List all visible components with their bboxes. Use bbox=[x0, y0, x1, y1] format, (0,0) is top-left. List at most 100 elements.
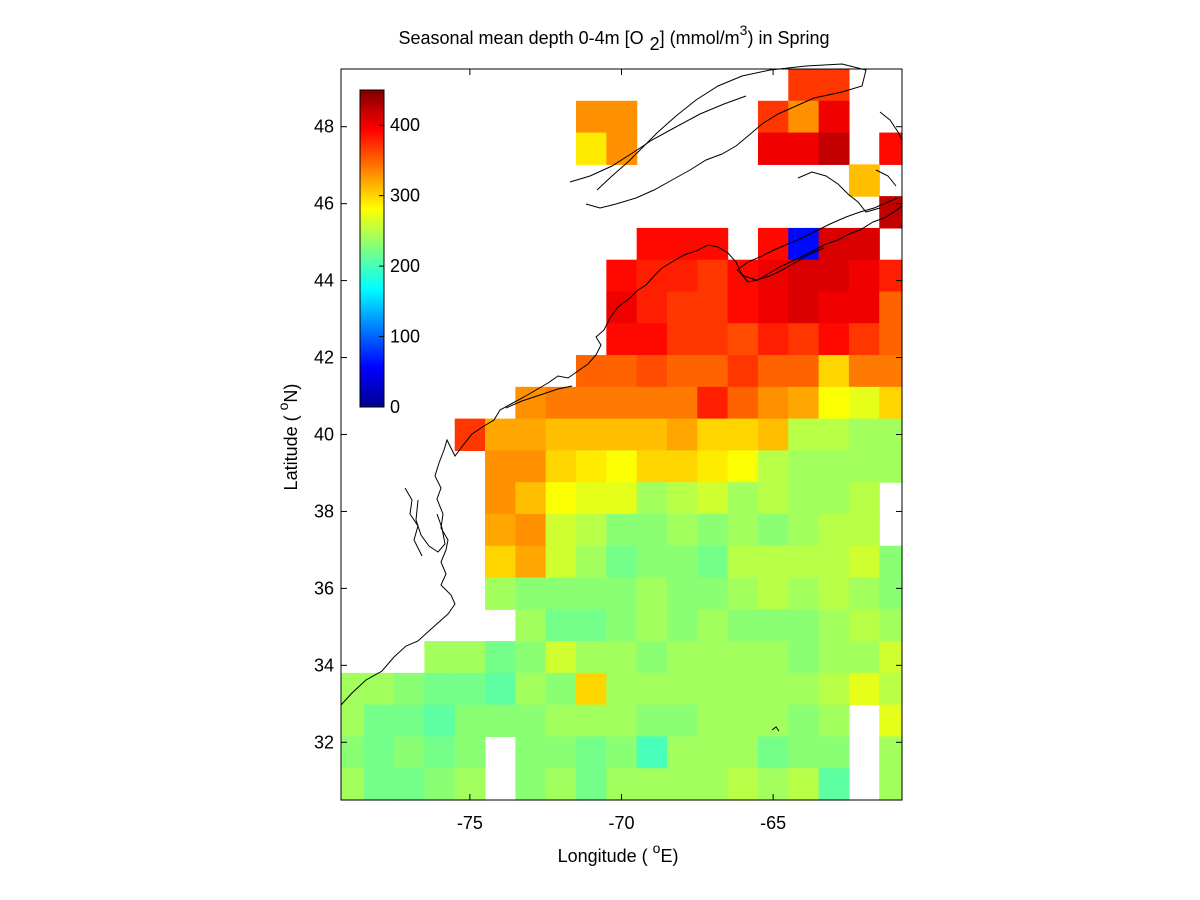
heatmap-cell bbox=[727, 418, 759, 451]
heatmap-cell bbox=[576, 641, 607, 674]
heatmap-cell bbox=[606, 355, 638, 388]
heatmap-cell bbox=[818, 736, 850, 769]
heatmap-cell bbox=[818, 450, 850, 483]
heatmap-cell bbox=[727, 736, 759, 769]
heatmap-cell bbox=[515, 768, 547, 801]
heatmap-cell bbox=[606, 418, 638, 451]
heatmap-cell bbox=[515, 450, 547, 483]
x-axis-label: Longitude ( oE) bbox=[558, 840, 679, 866]
heatmap-cell bbox=[879, 450, 903, 483]
heatmap-cell bbox=[818, 355, 850, 388]
heatmap-cell bbox=[666, 736, 698, 769]
coastline-atlantic bbox=[340, 205, 903, 706]
heatmap-cell bbox=[757, 545, 789, 579]
heatmap-cell bbox=[697, 291, 729, 324]
heatmap-cell bbox=[636, 386, 668, 420]
heatmap-cell bbox=[636, 641, 668, 674]
heatmap-cell bbox=[454, 418, 486, 451]
heatmap-cell bbox=[545, 704, 577, 738]
heatmap-cell bbox=[454, 641, 486, 674]
heatmap-cell bbox=[576, 609, 607, 642]
heatmap-cell bbox=[757, 641, 789, 674]
heatmap-cell bbox=[485, 641, 516, 674]
heatmap-cell bbox=[576, 100, 607, 134]
heatmap-cell bbox=[788, 482, 820, 515]
colorbar-ticks: 0 100 200 300 400 bbox=[379, 115, 420, 417]
heatmap-cell bbox=[757, 291, 789, 324]
heatmap-cell bbox=[757, 609, 789, 642]
heatmap-cell bbox=[818, 418, 850, 451]
heatmap-cell bbox=[515, 736, 547, 769]
heatmap-cell bbox=[666, 704, 698, 738]
heatmap-cell bbox=[341, 768, 365, 801]
heatmap-cell bbox=[363, 736, 395, 769]
heatmap-cell bbox=[666, 355, 698, 388]
heatmap-cell bbox=[666, 577, 698, 610]
title-middle: ] (mmol/m bbox=[660, 28, 740, 48]
y-tick-label: 32 bbox=[314, 732, 334, 752]
heatmap-cell bbox=[576, 736, 607, 769]
y-tick-label: 42 bbox=[314, 348, 334, 368]
heatmap-cell bbox=[818, 545, 850, 579]
heatmap-cell bbox=[341, 704, 365, 738]
heatmap-cell bbox=[757, 704, 789, 738]
x-tick-label: -70 bbox=[608, 813, 634, 833]
heatmap-cell bbox=[515, 418, 547, 451]
heatmap-cell bbox=[666, 672, 698, 706]
heatmap-cell bbox=[879, 641, 903, 674]
y-tick-label: 44 bbox=[314, 271, 334, 291]
heatmap-cell bbox=[697, 672, 729, 706]
heatmap-cell bbox=[606, 577, 638, 610]
heatmap-cell bbox=[666, 609, 698, 642]
heatmap-cell bbox=[515, 672, 547, 706]
heatmap-cell bbox=[848, 418, 880, 451]
heatmap-cell bbox=[697, 227, 729, 261]
heatmap-cell bbox=[848, 164, 880, 197]
heatmap-cell bbox=[515, 513, 547, 547]
heatmap-cell bbox=[485, 577, 516, 610]
heatmap-cell bbox=[848, 577, 880, 610]
heatmap-cell bbox=[636, 291, 668, 324]
heatmap-cell bbox=[697, 545, 729, 579]
heatmap-cell bbox=[636, 768, 668, 801]
heatmap-cell bbox=[636, 482, 668, 515]
heatmap-cell bbox=[485, 672, 516, 706]
heatmap-cell bbox=[788, 609, 820, 642]
heatmap-cell bbox=[788, 386, 820, 420]
heatmap-cell bbox=[818, 609, 850, 642]
heatmap-cell bbox=[666, 450, 698, 483]
ylabel-suffix: N) bbox=[281, 384, 301, 403]
heatmap-cell bbox=[879, 704, 903, 738]
heatmap-cell bbox=[576, 672, 607, 706]
heatmap-cell bbox=[485, 704, 516, 738]
heatmap-cell bbox=[666, 386, 698, 420]
heatmap-cell bbox=[515, 577, 547, 610]
heatmap-cell bbox=[818, 100, 850, 134]
colorbar-gradient bbox=[359, 89, 385, 408]
heatmap-cell bbox=[788, 768, 820, 801]
heatmap-cell bbox=[666, 513, 698, 547]
heatmap-cell bbox=[576, 132, 607, 165]
x-tick-label: -75 bbox=[457, 813, 483, 833]
heatmap-cell bbox=[394, 736, 425, 769]
heatmap-cell bbox=[697, 323, 729, 356]
heatmap-cell bbox=[606, 386, 638, 420]
heatmap-cell bbox=[666, 227, 698, 261]
heatmap-cell bbox=[697, 577, 729, 610]
coastline-delmarva bbox=[415, 499, 446, 553]
heatmap-cell bbox=[545, 577, 577, 610]
heatmap-cell bbox=[636, 736, 668, 769]
heatmap-cell bbox=[666, 259, 698, 293]
coastline-long-island bbox=[505, 385, 573, 409]
heatmap-cell bbox=[666, 291, 698, 324]
heatmap-cell bbox=[515, 386, 547, 420]
heatmap-cell bbox=[788, 132, 820, 165]
y-tick-label: 34 bbox=[314, 655, 334, 675]
coastline-newfoundland bbox=[875, 111, 903, 187]
heatmap-cell bbox=[879, 672, 903, 706]
coastline-nova-scotia bbox=[736, 197, 898, 281]
heatmap-cell bbox=[606, 323, 638, 356]
heatmap-cell bbox=[727, 672, 759, 706]
heatmap-cell bbox=[879, 132, 903, 165]
